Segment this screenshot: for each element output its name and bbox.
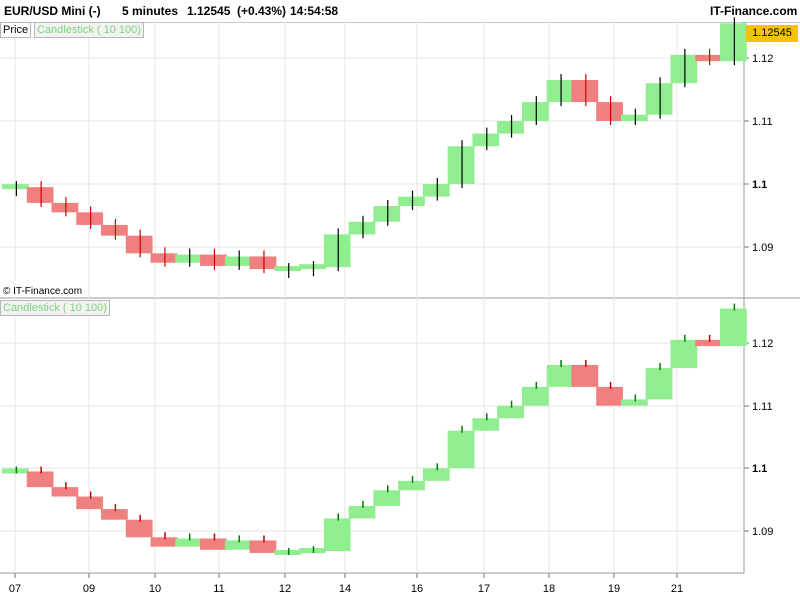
candle-block: [620, 399, 648, 406]
y-tick-label: 1.09: [752, 526, 773, 538]
symbol-label: EUR/USD Mini (-): [4, 4, 101, 18]
y-tick-label: 1.1: [752, 463, 767, 475]
last-price-badge: 1.12545: [746, 25, 798, 42]
candle-block: [249, 540, 277, 553]
candle-block: [175, 254, 203, 263]
candle-block: [447, 430, 475, 469]
candle-block: [546, 80, 574, 103]
price-panel-tag[interactable]: Price: [0, 22, 32, 38]
candle-block: [2, 468, 29, 474]
indicator-tag-upper[interactable]: Candlestick ( 10 100): [34, 22, 144, 38]
candle-block: [521, 102, 549, 121]
candle-block: [695, 54, 722, 62]
candle-block: [51, 202, 79, 213]
candle-block: [497, 121, 524, 134]
candle-block: [670, 54, 698, 84]
x-tick-label: 07: [9, 583, 21, 595]
candle-block: [596, 102, 623, 121]
y-tick-label: 1.1: [752, 179, 767, 191]
candle-block: [274, 549, 302, 555]
candle-block: [472, 418, 500, 431]
candle-block: [398, 480, 425, 491]
y-tick-label: 1.12: [752, 53, 773, 65]
candle-block: [521, 386, 549, 406]
candle-block: [200, 538, 227, 550]
x-tick-label: 10: [149, 583, 161, 595]
time-label: 14:54:58: [290, 4, 339, 18]
x-tick-label: 21: [671, 583, 683, 595]
candle-block: [224, 540, 252, 550]
candle-block: [299, 548, 326, 554]
candle-block: [720, 308, 747, 347]
candle-block: [695, 339, 722, 347]
candle-block: [645, 368, 673, 400]
candle-block: [546, 364, 574, 387]
candle-block: [596, 386, 623, 406]
change-label: (+0.43%): [237, 4, 287, 18]
x-tick-label: 12: [279, 583, 291, 595]
candle-block: [125, 519, 153, 538]
candle-block: [175, 538, 203, 547]
candle-block: [299, 264, 326, 270]
candle-block: [422, 184, 450, 197]
candle-block: [422, 468, 450, 481]
candle-block: [670, 339, 698, 369]
candle-block: [150, 253, 178, 263]
candle-block: [472, 133, 500, 147]
timeframe-label: 5 minutes: [122, 4, 179, 18]
candle-block: [101, 509, 128, 520]
candle-block: [249, 256, 277, 270]
candle-block: [447, 146, 475, 184]
candle-block: [150, 537, 178, 547]
candle-block: [398, 196, 425, 207]
last-price-label: 1.12545: [187, 4, 231, 18]
candle-block: [26, 187, 54, 203]
candle-block: [620, 114, 648, 121]
candle-block: [497, 405, 524, 419]
y-tick-label: 1.09: [752, 242, 773, 254]
candle-block: [101, 224, 128, 236]
y-tick-label: 1.11: [752, 116, 773, 128]
candle-block: [373, 490, 401, 506]
indicator-tag-lower[interactable]: Candlestick ( 10 100): [0, 300, 110, 316]
x-tick-label: 14: [339, 583, 351, 595]
candle-block: [274, 266, 302, 272]
copyright-label: © IT-Finance.com: [3, 286, 83, 297]
candle-block: [720, 23, 747, 62]
y-tick-label: 1.11: [752, 401, 773, 413]
candle-block: [373, 206, 401, 222]
candle-block: [224, 256, 252, 266]
candle-block: [571, 364, 599, 387]
x-tick-label: 18: [543, 583, 555, 595]
brand-label: IT-Finance.com: [710, 4, 798, 18]
candle-block: [2, 184, 29, 190]
y-tick-label: 1.12: [752, 338, 773, 350]
chart-titlebar: EUR/USD Mini (-) 5 minutes 1.12545 (+0.4…: [0, 0, 800, 23]
candle-block: [323, 234, 351, 268]
candle-block: [26, 471, 54, 488]
x-tick-label: 16: [411, 583, 423, 595]
candle-block: [323, 518, 351, 552]
candle-block: [51, 487, 79, 497]
candle-block: [348, 505, 376, 519]
x-tick-label: 19: [608, 583, 620, 595]
candle-block: [200, 254, 227, 266]
candle-block: [348, 221, 376, 235]
candle-block: [645, 83, 673, 115]
candle-block: [571, 80, 599, 103]
x-tick-label: 09: [83, 583, 95, 595]
x-tick-label: 17: [478, 583, 490, 595]
candle-block: [76, 212, 104, 225]
candle-block: [125, 235, 153, 254]
candle-block: [76, 496, 104, 510]
x-tick-label: 11: [213, 583, 224, 595]
